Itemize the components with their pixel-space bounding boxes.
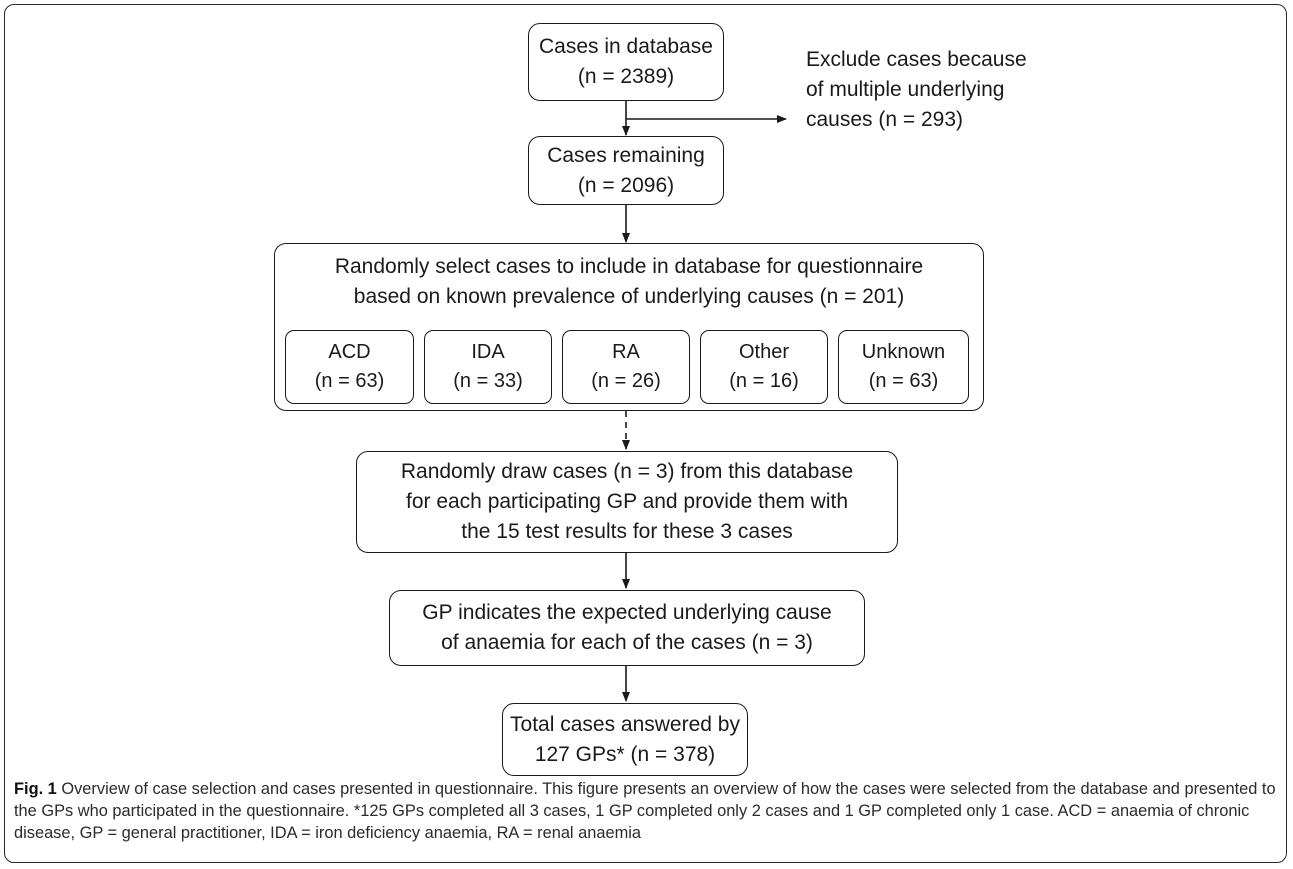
category-ida-box: IDA (n = 33)	[424, 330, 552, 404]
exclude-note: Exclude cases because of multiple underl…	[806, 45, 1027, 135]
category-count: (n = 63)	[314, 370, 385, 392]
total-cases-line2: 127 GPs* (n = 378)	[534, 742, 716, 766]
exclude-note-line3: causes (n = 293)	[806, 108, 964, 131]
random-draw-line2: for each participating GP and provide th…	[405, 490, 849, 513]
category-ra-box: RA (n = 26)	[562, 330, 690, 404]
gp-indicates-box: GP indicates the expected underlying cau…	[389, 590, 865, 666]
exclude-note-line1: Exclude cases because	[806, 48, 1027, 71]
figure-caption: Fig. 1 Overview of case selection and ca…	[14, 778, 1280, 844]
category-count: (n = 26)	[591, 370, 661, 392]
random-draw-line3: the 15 test results for these 3 cases	[461, 520, 793, 543]
category-unknown-box: Unknown (n = 63)	[838, 330, 969, 404]
category-label: IDA	[471, 341, 505, 363]
category-label: ACD	[328, 341, 371, 363]
category-label: Unknown	[861, 341, 946, 363]
category-count: (n = 63)	[868, 370, 939, 392]
random-draw-box: Randomly draw cases (n = 3) from this da…	[356, 451, 898, 553]
random-draw-line1: Randomly draw cases (n = 3) from this da…	[400, 460, 854, 483]
category-label: Other	[738, 341, 790, 363]
category-count: (n = 33)	[453, 370, 523, 392]
exclude-note-line2: of multiple underlying	[806, 78, 1005, 101]
cases-remaining-box: Cases remaining (n = 2096)	[528, 136, 724, 205]
category-acd-box: ACD (n = 63)	[285, 330, 414, 404]
random-select-line2: based on known prevalence of underlying …	[353, 285, 905, 308]
figure-caption-text: Overview of case selection and cases pre…	[14, 780, 1276, 842]
random-select-line1: Randomly select cases to include in data…	[334, 255, 924, 278]
total-cases-box: Total cases answered by 127 GPs* (n = 37…	[502, 703, 748, 776]
category-label: RA	[612, 341, 640, 363]
cases-in-database-box: Cases in database (n = 2389)	[528, 23, 724, 101]
category-count: (n = 16)	[729, 370, 799, 392]
cases-remaining-label: Cases remaining	[547, 143, 705, 167]
figure-frame	[4, 4, 1287, 863]
cases-remaining-count: (n = 2096)	[577, 173, 675, 197]
figure-label: Fig. 1	[14, 780, 57, 798]
cases-in-database-label: Cases in database	[539, 35, 713, 58]
gp-indicates-line1: GP indicates the expected underlying cau…	[422, 601, 832, 624]
total-cases-line1: Total cases answered by	[510, 712, 740, 736]
cases-in-database-count: (n = 2389)	[577, 65, 675, 88]
gp-indicates-line2: of anaemia for each of the cases (n = 3)	[441, 631, 813, 654]
category-other-box: Other (n = 16)	[700, 330, 828, 404]
